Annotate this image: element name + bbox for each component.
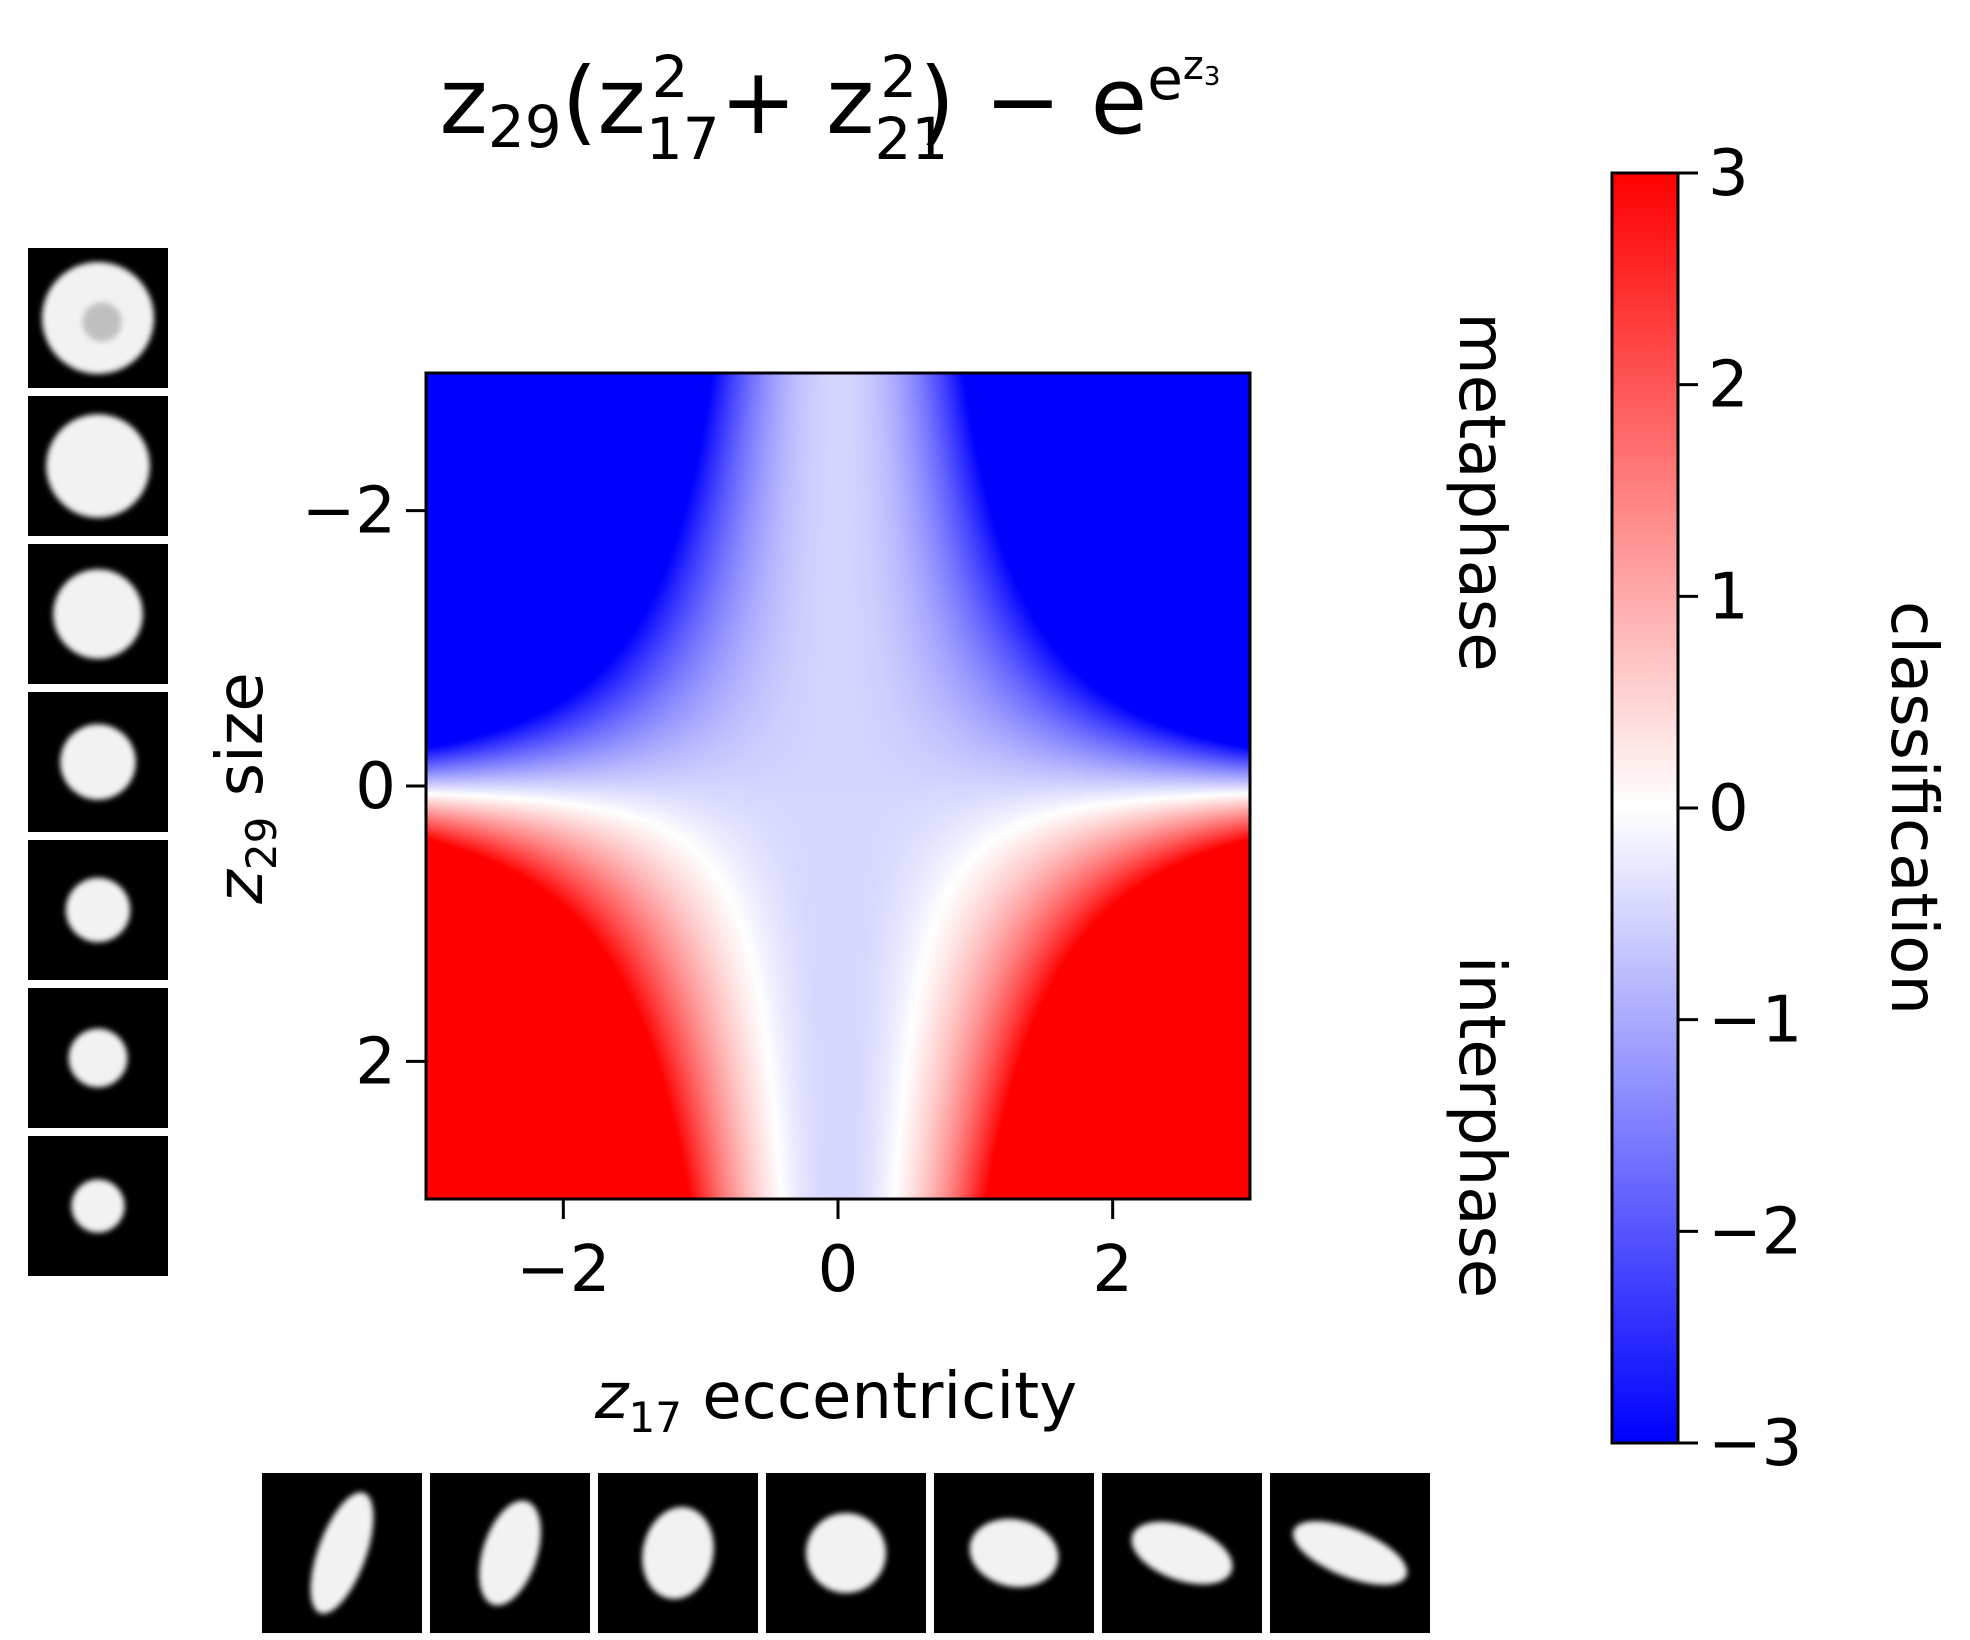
- heatmap: [424, 371, 1252, 1201]
- colorbar-tick-label: −2: [1708, 1195, 1802, 1269]
- colorbar-tick-label: 2: [1708, 349, 1749, 423]
- x-thumbnail: [766, 1473, 926, 1633]
- colorbar-tick-label: 3: [1708, 137, 1749, 211]
- x-axis-label: z17 eccentricity: [594, 1360, 1077, 1442]
- y-thumbnail: [28, 840, 168, 980]
- region-label-metaphase: metaphase: [1444, 312, 1518, 671]
- x-tick-label: 2: [1092, 1233, 1133, 1307]
- y-tick-label: 2: [355, 1025, 396, 1099]
- region-label-interphase: interphase: [1444, 956, 1518, 1298]
- colorbar-tick-label: 1: [1708, 560, 1749, 634]
- colorbar: 3 2 1 0 −1 −2 −3 classification: [1610, 137, 1950, 1481]
- heatmap-canvas: [426, 373, 1250, 1199]
- x-thumbnail: [934, 1473, 1094, 1633]
- y-thumbnails: [28, 248, 168, 1276]
- x-thumbnails: [262, 1473, 1430, 1633]
- colorbar-tick-label: −1: [1708, 984, 1802, 1058]
- colorbar-tick-label: −3: [1708, 1407, 1802, 1481]
- x-thumbnail: [430, 1473, 590, 1633]
- y-thumbnail: [28, 1136, 168, 1276]
- x-tick-label: 0: [818, 1233, 859, 1307]
- x-thumbnail: [1102, 1473, 1262, 1633]
- y-tick-label: −2: [302, 475, 396, 549]
- y-thumbnail: [28, 988, 168, 1128]
- chart-title: z29(z172 + z212) − eez3: [440, 43, 1221, 173]
- colorbar-ticks: 3 2 1 0 −1 −2 −3: [1678, 137, 1802, 1481]
- y-thumbnail: [28, 692, 168, 832]
- x-thumbnail: [1270, 1473, 1430, 1633]
- y-axis: −2 0 2: [302, 475, 426, 1099]
- y-thumbnail: [28, 544, 168, 684]
- y-tick-label: 0: [355, 750, 396, 824]
- x-axis: −2 0 2: [516, 1199, 1133, 1307]
- x-thumbnail: [598, 1473, 758, 1633]
- y-thumbnail: [28, 248, 168, 388]
- colorbar-tick-label: 0: [1708, 772, 1749, 846]
- x-thumbnail: [262, 1473, 422, 1633]
- x-tick-label: −2: [516, 1233, 610, 1307]
- colorbar-label: classification: [1876, 601, 1950, 1015]
- y-thumbnail: [28, 396, 168, 536]
- y-axis-label: z29 size: [204, 672, 286, 904]
- colorbar-gradient: [1610, 171, 1680, 1445]
